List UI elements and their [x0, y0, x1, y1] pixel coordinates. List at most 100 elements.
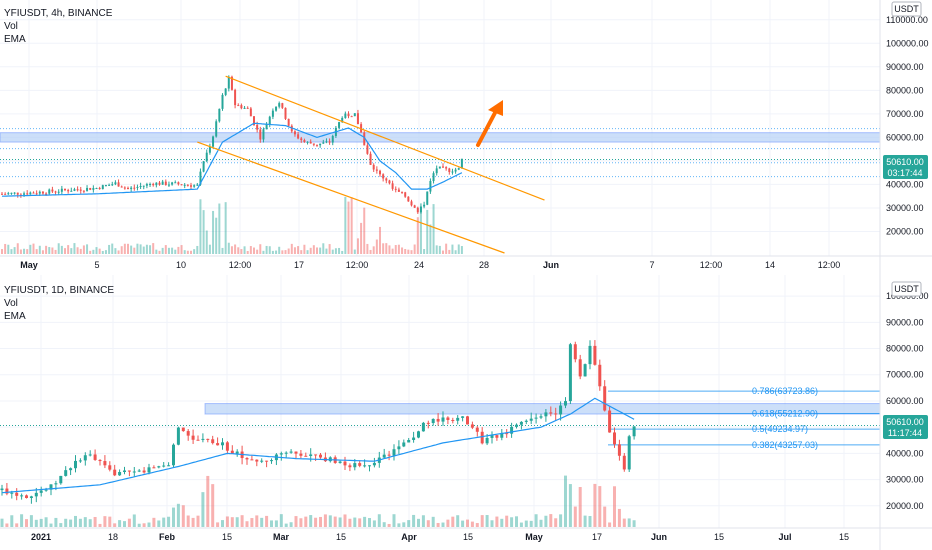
volume-bar — [457, 244, 460, 254]
volume-bar — [74, 515, 77, 527]
candle-body — [429, 181, 432, 192]
price-tick-label: 90000.00 — [886, 317, 924, 327]
volume-bar — [529, 520, 533, 527]
bottom-time-axis[interactable]: 2021 18 Feb 15 Mar 15 Apr 15 May 17 Jun 15 Jul 15 — [0, 527, 932, 542]
volume-bar — [353, 517, 357, 527]
candle-body — [423, 204, 426, 207]
volume-bar — [369, 249, 372, 254]
candle-body — [16, 192, 19, 195]
volume-bar — [38, 245, 41, 254]
candle-body — [446, 417, 450, 420]
volume-bar — [89, 250, 92, 254]
volume-bar — [15, 523, 19, 527]
candle-body — [341, 117, 344, 123]
candle-body — [10, 492, 14, 494]
volume-bar — [127, 243, 129, 254]
volume-bar — [391, 248, 394, 254]
volume-bar — [93, 516, 97, 527]
candle-body — [54, 483, 58, 485]
volume-bar — [16, 243, 19, 254]
volume-bar — [293, 247, 296, 254]
volume-bar — [44, 517, 48, 527]
volume-bar — [372, 520, 376, 527]
candle-body — [568, 344, 572, 402]
candle-body — [73, 189, 76, 191]
volume-bar — [95, 247, 98, 254]
candle-body — [303, 140, 306, 143]
volume-bar — [133, 247, 136, 254]
candle-body — [457, 168, 460, 170]
candle-body — [401, 191, 404, 193]
candle-body — [215, 121, 218, 137]
volume-bar — [573, 506, 577, 527]
top-currency-badge[interactable]: USDT — [891, 1, 922, 17]
volume-bar — [343, 514, 347, 527]
candle-body — [438, 166, 441, 169]
volume-bar — [259, 244, 262, 254]
top-last-price-label: 50610.00 03:17:44 — [883, 155, 928, 179]
candle-body — [211, 439, 215, 444]
bottom-legend-vol: Vol — [4, 298, 18, 309]
volume-bar — [64, 518, 68, 527]
bottom-chart-panel[interactable]: 0.786(63723.86) 0.618(55212.90) 0.5(49234.… — [0, 275, 932, 550]
volume-bar — [256, 249, 259, 254]
candle-body — [101, 185, 104, 190]
volume-bar — [235, 517, 239, 527]
bottom-currency-badge[interactable]: USDT — [891, 281, 922, 297]
volume-bar — [485, 515, 489, 527]
candle-body — [240, 105, 243, 109]
top-time-axis[interactable]: May 5 10 12:00 17 12:00 24 28 Jun 7 12:00 14 12:00 — [0, 255, 932, 270]
volume-bar — [73, 243, 76, 254]
volume-bar — [410, 250, 413, 254]
candle-body — [421, 422, 425, 432]
candle-body — [92, 188, 95, 190]
volume-bar — [41, 250, 44, 254]
top-chart-panel[interactable]: 110000.00 100000.00 90000.00 80000.00 70000.… — [0, 0, 932, 275]
volume-bar — [164, 245, 167, 254]
volume-bar — [142, 523, 146, 527]
candle-body — [353, 463, 357, 468]
candle-body — [413, 205, 416, 208]
volume-bar — [407, 520, 411, 527]
candle-body — [20, 495, 24, 497]
volume-bar — [510, 517, 514, 527]
volume-bar — [435, 245, 438, 254]
candle-body — [117, 182, 120, 187]
volume-bar — [253, 247, 255, 254]
bottom-price-axis[interactable]: 100000.0090000.0080000.0070000.0060000.0… — [879, 275, 929, 550]
volume-bar — [32, 243, 35, 254]
volume-bar — [490, 520, 494, 527]
volume-bar — [139, 244, 142, 254]
candle-body — [212, 136, 215, 147]
top-price-axis[interactable]: 110000.00 100000.00 90000.00 80000.00 70000.… — [879, 0, 929, 275]
candle-body — [338, 122, 341, 128]
price-tick-label: 40000.00 — [886, 448, 924, 458]
candle-body — [45, 193, 48, 195]
candle-body — [271, 110, 274, 117]
top-descending-channel — [197, 75, 545, 254]
volume-bar — [328, 244, 331, 254]
volume-bar — [19, 249, 22, 254]
volume-bar — [519, 522, 523, 527]
volume-bar — [297, 246, 300, 254]
candle-body — [549, 412, 553, 414]
candle-body — [426, 422, 430, 424]
candle-body — [54, 191, 57, 193]
volume-bar — [49, 523, 53, 527]
volume-bar — [319, 247, 322, 254]
top-legend-title: YFIUSDT, 4h, BINANCE — [4, 8, 113, 19]
candle-body — [155, 182, 158, 186]
volume-bar — [246, 250, 249, 254]
volume-bar — [554, 518, 558, 527]
volume-bar — [0, 518, 4, 527]
volume-bar — [157, 520, 161, 527]
volume-bar — [190, 250, 192, 254]
top-legend-ema: EMA — [4, 34, 26, 45]
volume-bar — [328, 515, 332, 527]
volume-bar — [333, 516, 337, 527]
volume-bar — [78, 518, 82, 527]
volume-bar — [441, 522, 445, 527]
top-breakout-arrow — [476, 100, 503, 147]
volume-bar — [348, 518, 352, 527]
candle-body — [95, 187, 98, 189]
